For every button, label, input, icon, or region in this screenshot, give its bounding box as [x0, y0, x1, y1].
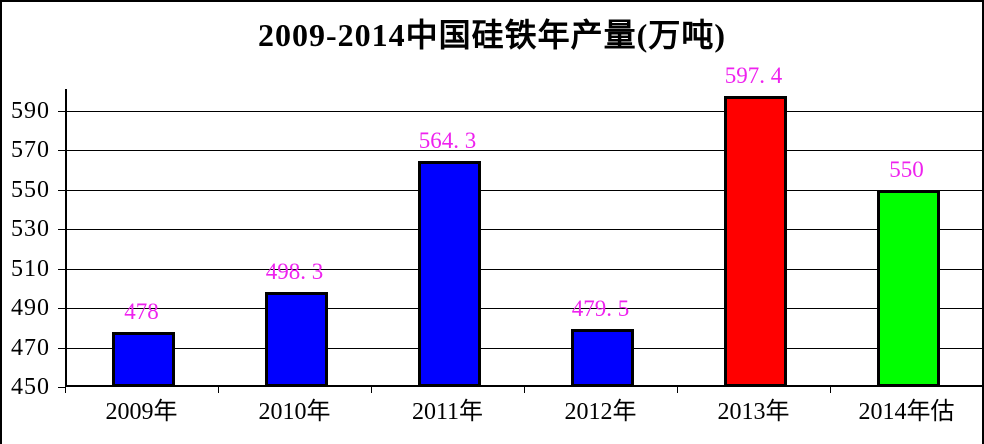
y-axis-tick [58, 150, 65, 152]
x-axis-tick [218, 387, 219, 393]
gridline [67, 110, 982, 112]
x-axis-category-label: 2011年 [411, 399, 484, 425]
x-axis-category-label: 2009年 [105, 399, 178, 425]
bar-value-label: 498. 3 [265, 258, 324, 284]
x-axis-category-label: 2014年估 [858, 399, 955, 425]
gridline [67, 268, 982, 270]
x-axis-tick [524, 387, 525, 393]
bar-value-label: 479. 5 [571, 295, 630, 321]
y-axis-tick [58, 268, 65, 270]
y-axis-tick [58, 110, 65, 112]
gridline [67, 189, 982, 191]
y-axis-tick [58, 387, 65, 388]
x-axis-tick [677, 387, 678, 393]
y-axis-tick-label: 470 [11, 334, 50, 361]
bar-2013年 [724, 96, 787, 387]
y-axis-tick-label: 510 [11, 255, 50, 282]
plot-area [65, 89, 982, 387]
bar-2014年估 [877, 189, 940, 387]
gridline [67, 347, 982, 349]
x-axis-category-label: 2013年 [717, 399, 790, 425]
bar-2011年 [418, 161, 481, 387]
y-axis-tick [58, 308, 65, 310]
y-axis-tick-label: 550 [11, 176, 50, 203]
bar-2009年 [112, 331, 175, 387]
y-axis-tick-label: 530 [11, 216, 50, 243]
y-axis-tick-label: 450 [11, 374, 50, 400]
x-axis-tick [830, 387, 831, 393]
bar-value-label: 564. 3 [418, 128, 477, 154]
chart-title: 2009-2014中国硅铁年产量(万吨) [258, 17, 726, 53]
y-axis-tick-label: 490 [11, 295, 50, 322]
x-axis-tick [65, 387, 66, 393]
y-axis-tick [58, 189, 65, 191]
gridline [67, 229, 982, 231]
bar-2012年 [571, 328, 634, 387]
x-axis-tick [371, 387, 372, 393]
bar-value-label: 550 [889, 156, 924, 182]
y-axis-tick [58, 229, 65, 231]
x-axis-category-label: 2012年 [564, 399, 637, 425]
gridline [67, 150, 982, 152]
y-axis-tick [58, 347, 65, 349]
y-axis-tick-label: 570 [11, 137, 50, 164]
bar-value-label: 597. 4 [724, 63, 783, 89]
y-axis-tick-label: 590 [11, 97, 50, 124]
bar-value-label: 478 [124, 298, 159, 324]
bar-2010年 [265, 291, 328, 387]
x-axis-category-label: 2010年 [258, 399, 331, 425]
gridline [67, 308, 982, 310]
